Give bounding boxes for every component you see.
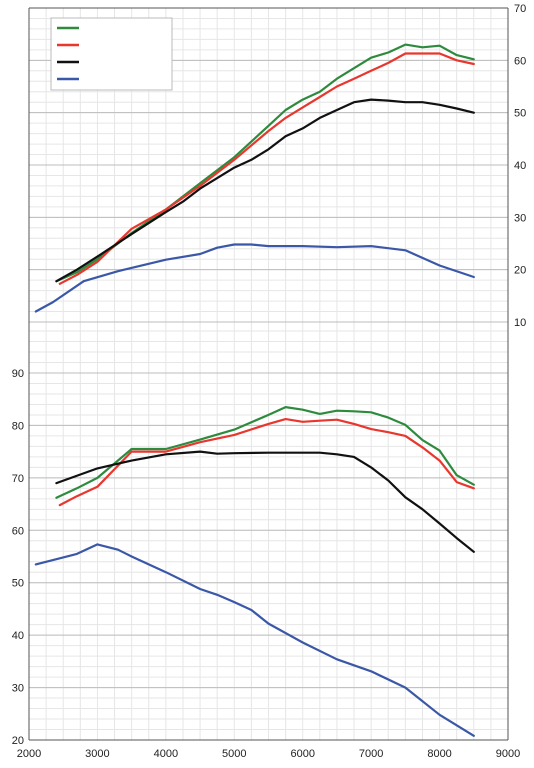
x-tick-label: 3000 bbox=[85, 748, 109, 760]
upper-y-tick-label: 20 bbox=[514, 265, 526, 277]
legend bbox=[50, 17, 173, 91]
x-tick-label: 2000 bbox=[17, 748, 41, 760]
legend-box bbox=[50, 17, 173, 91]
lower-y-tick-label: 30 bbox=[12, 683, 24, 695]
lower-y-tick-label: 20 bbox=[12, 735, 24, 747]
upper-y-tick-label: 10 bbox=[514, 317, 526, 329]
upper-series-line-1 bbox=[55, 43, 475, 283]
upper-y-tick-label: 70 bbox=[514, 3, 526, 15]
upper-series-line-3 bbox=[55, 98, 475, 283]
x-tick-label: 9000 bbox=[496, 748, 520, 760]
lower-y-tick-label: 50 bbox=[12, 578, 24, 590]
lower-y-tick-label: 90 bbox=[12, 368, 24, 380]
x-tick-label: 5000 bbox=[222, 748, 246, 760]
upper-y-tick-label: 30 bbox=[514, 212, 526, 224]
upper-plot-series bbox=[34, 43, 475, 313]
upper-y-tick-label: 50 bbox=[514, 108, 526, 120]
lower-series-line-2 bbox=[58, 418, 475, 507]
x-tick-label: 7000 bbox=[359, 748, 383, 760]
lower-y-tick-label: 40 bbox=[12, 630, 24, 642]
tick-labels: 10 20 30 40 50 60 70 20 30 40 50 60 70 80 90 2000 3000 40… bbox=[12, 3, 527, 760]
upper-y-tick-label: 40 bbox=[514, 160, 526, 172]
axes bbox=[28, 7, 509, 741]
lower-y-tick-label: 80 bbox=[12, 420, 24, 432]
lower-plot-series bbox=[34, 406, 475, 737]
x-tick-label: 4000 bbox=[154, 748, 178, 760]
lower-series-line-4 bbox=[34, 543, 475, 737]
lower-y-tick-label: 70 bbox=[12, 473, 24, 485]
x-tick-label: 8000 bbox=[427, 748, 451, 760]
lower-series-line-1 bbox=[55, 406, 475, 499]
lower-y-tick-label: 60 bbox=[12, 525, 24, 537]
x-tick-label: 6000 bbox=[290, 748, 314, 760]
upper-y-tick-label: 60 bbox=[514, 55, 526, 67]
upper-series-line-4 bbox=[34, 243, 475, 313]
lower-series-line-3 bbox=[55, 450, 475, 553]
grid-lines bbox=[28, 7, 509, 741]
upper-series-line-2 bbox=[58, 52, 475, 285]
